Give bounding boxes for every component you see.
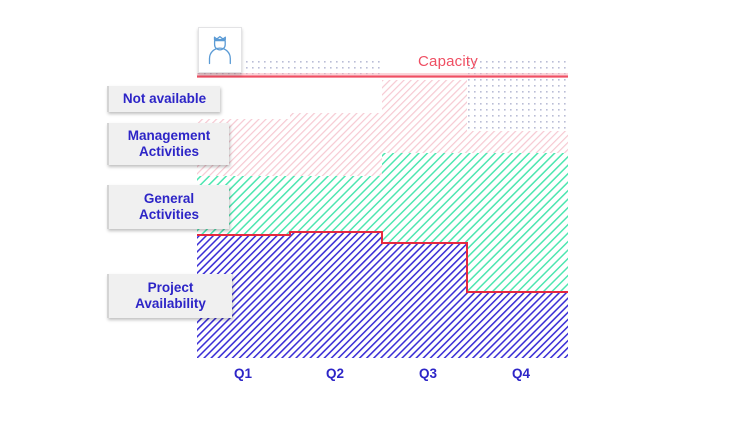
series-not-available xyxy=(197,60,568,131)
legend-item-general-activities[interactable]: General Activities xyxy=(107,185,229,229)
legend-label-line1: Management xyxy=(127,127,211,143)
plot-area xyxy=(197,60,568,358)
legend-label-general-activities: General Activities xyxy=(139,191,199,224)
legend-label-line2: Availability xyxy=(135,296,206,311)
axis-tick-q4: Q4 xyxy=(511,366,530,381)
legend-label-line2: Activities xyxy=(138,207,200,222)
legend-label-line1: General xyxy=(143,190,195,206)
legend-item-not-available[interactable]: Not available xyxy=(107,86,220,112)
legend-label-management-activities: Management Activities xyxy=(128,128,211,161)
project-availability-outline xyxy=(197,231,568,293)
legend-item-project-availability[interactable]: Project Availability xyxy=(107,274,232,318)
legend-label-line2: Activities xyxy=(138,144,200,159)
legend-label-project-availability: Project Availability xyxy=(135,280,206,313)
axis-tick-q3: Q3 xyxy=(418,366,437,381)
legend-label-line1: Project xyxy=(147,279,194,295)
manager-person-crown-icon[interactable] xyxy=(198,27,242,73)
legend-item-management-activities[interactable]: Management Activities xyxy=(107,123,229,165)
series-project-availability xyxy=(197,232,568,358)
axis-tick-q2: Q2 xyxy=(325,366,344,381)
axis-tick-q1: Q1 xyxy=(233,366,252,381)
stacked-step-area-svg xyxy=(197,60,568,358)
manager-person-crown-icon-glyph xyxy=(208,35,231,65)
capacity-label: Capacity xyxy=(418,53,478,70)
legend-label-not-available: Not available xyxy=(122,90,207,106)
